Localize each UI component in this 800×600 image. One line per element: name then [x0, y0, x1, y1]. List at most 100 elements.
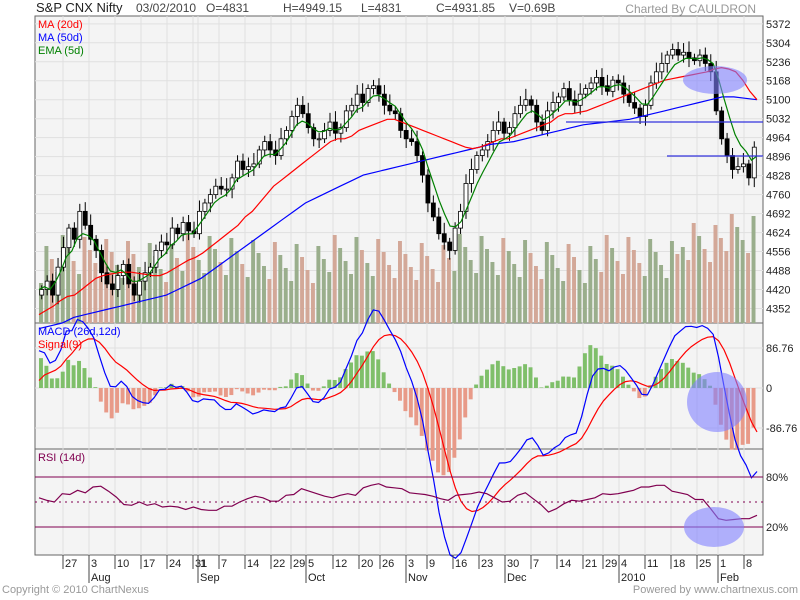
- macd-histogram-bar: [577, 366, 582, 388]
- volume-bar: [566, 244, 571, 323]
- volume-value: V=0.69B: [509, 1, 556, 15]
- volume-bar: [599, 272, 604, 323]
- price-axis-tick: 4760: [766, 190, 790, 202]
- volume-bar: [425, 256, 430, 323]
- volume-bar: [708, 262, 712, 323]
- x-axis-day-label: 11: [647, 558, 658, 570]
- macd-histogram-bar: [561, 376, 566, 388]
- macd-histogram-bar: [136, 388, 141, 409]
- candle-up: [354, 93, 360, 106]
- macd-histogram-bar: [98, 388, 103, 402]
- volume-bar: [153, 256, 158, 323]
- macd-histogram-bar: [544, 385, 549, 388]
- powered-by-link[interactable]: Powered by www.chartnexus.com: [632, 584, 798, 596]
- volume-bar: [452, 271, 457, 323]
- macd-histogram-bar: [93, 387, 98, 388]
- macd-histogram-bar: [283, 386, 288, 388]
- candle-up: [349, 104, 355, 112]
- copyright-text: Copyright © 2010 ChartNexus: [2, 584, 149, 596]
- candle-down: [414, 141, 420, 156]
- date-label: 03/02/2010: [136, 1, 197, 15]
- x-axis-day-label: 8: [746, 558, 752, 570]
- x-axis-day-label: 3: [408, 558, 414, 570]
- candle-up: [61, 247, 66, 268]
- price-axis-tick: 4828: [766, 171, 790, 183]
- candle-up: [207, 194, 213, 204]
- macd-histogram-bar: [517, 366, 522, 388]
- candle-down: [615, 79, 621, 84]
- x-axis-day-label: 21: [585, 558, 597, 570]
- volume-bar: [669, 241, 674, 323]
- volume-bar: [234, 251, 239, 323]
- x-axis-day-label: 30: [507, 558, 519, 570]
- x-axis-day-label: 7: [533, 558, 539, 570]
- macd-histogram-bar: [403, 388, 408, 412]
- candle-up: [751, 146, 757, 179]
- volume-bar: [387, 265, 392, 323]
- volume-bar: [751, 216, 756, 323]
- candle-down: [267, 141, 273, 151]
- x-axis-day-label: 7: [221, 558, 227, 570]
- candle-up: [365, 88, 371, 103]
- volume-bar: [724, 251, 729, 323]
- macd-histogram-bar: [572, 377, 576, 388]
- candle-down: [110, 283, 115, 290]
- macd-histogram-bar: [479, 375, 484, 388]
- price-axis-tick: 4420: [766, 285, 790, 297]
- volume-bar: [490, 262, 495, 323]
- macd-histogram-bar: [490, 364, 495, 388]
- macd-histogram-bar: [648, 386, 653, 388]
- candle-down: [82, 210, 88, 226]
- candle-up: [256, 149, 262, 165]
- candle-up: [294, 104, 300, 117]
- candle-up: [653, 71, 659, 84]
- ma50-line: [38, 96, 758, 330]
- macd-histogram-bar: [593, 348, 598, 388]
- macd-histogram-bar: [267, 388, 272, 391]
- price-axis-tick: 5372: [766, 19, 790, 31]
- macd-histogram-bar: [615, 369, 620, 388]
- x-axis-day-label: 29: [605, 558, 617, 570]
- volume-bar: [191, 247, 196, 323]
- candle-up: [137, 280, 143, 296]
- volume-bar: [675, 254, 680, 323]
- volume-bar: [512, 264, 517, 323]
- volume-bar: [408, 267, 413, 323]
- volume-bar: [398, 241, 402, 323]
- ma20-line: [38, 66, 758, 316]
- macd-histogram-bar: [365, 351, 370, 388]
- macd-histogram-bar: [310, 388, 315, 391]
- macd-axis-tick: 86.76: [766, 343, 794, 355]
- candle-down: [126, 263, 132, 285]
- candle-up: [496, 121, 502, 131]
- macd-histogram-bar: [77, 360, 82, 388]
- x-axis-day-label: 16: [455, 558, 467, 570]
- volume-bar: [436, 282, 441, 323]
- macd-histogram-bar: [120, 388, 125, 404]
- candle-down: [300, 104, 306, 115]
- x-axis-day-label: 5: [308, 558, 314, 570]
- x-axis-day-label: 29: [293, 558, 305, 570]
- volume-bar: [593, 259, 598, 323]
- volume-bar: [289, 281, 294, 323]
- candle-up: [251, 163, 257, 168]
- macd-histogram-bar: [582, 353, 587, 388]
- volume-bar: [582, 283, 587, 323]
- volume-bar: [561, 281, 566, 323]
- volume-bar: [446, 258, 451, 323]
- highlight-ellipse: [683, 66, 747, 94]
- macd-histogram-bar: [398, 388, 402, 401]
- macd-histogram-bar: [207, 388, 212, 392]
- price-axis-tick: 4556: [766, 247, 790, 259]
- volume-bar: [626, 237, 631, 323]
- macd-histogram-bar: [234, 388, 239, 390]
- macd-histogram-bar: [604, 364, 609, 388]
- candle-up: [588, 82, 594, 89]
- candle-down: [218, 185, 224, 190]
- macd-histogram-bar: [631, 388, 636, 392]
- highlight-ellipse: [687, 372, 747, 432]
- macd-histogram-bar: [44, 365, 49, 388]
- macd-histogram-bar: [109, 388, 114, 419]
- x-axis-day-label: 27: [65, 558, 77, 570]
- price-axis-tick: 5168: [766, 76, 790, 88]
